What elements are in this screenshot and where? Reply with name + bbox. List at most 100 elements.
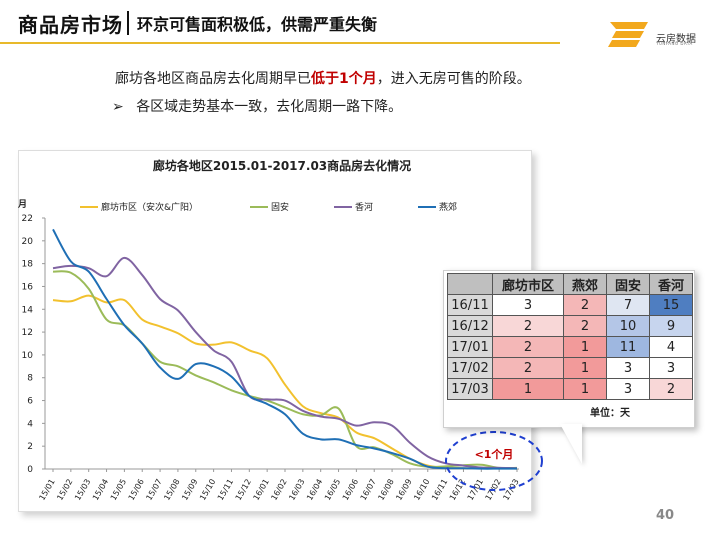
legend-label-2: 香河 (355, 201, 373, 213)
table-cell: 11 (606, 336, 650, 358)
table-cell: 2 (563, 294, 607, 316)
y-tick-label: 2 (27, 442, 33, 452)
legend-label-3: 燕郊 (439, 201, 457, 213)
y-tick-label: 16 (22, 282, 34, 292)
page-title: 商品房市场 (18, 12, 123, 37)
table-cell: 2 (492, 315, 564, 337)
table-row: 17/02 2 1 3 3 (447, 357, 693, 379)
table-cell: 1 (563, 378, 607, 400)
x-tick-label: 16/03 (287, 478, 306, 502)
y-tick-label: 4 (27, 419, 33, 429)
title-underline (0, 42, 560, 44)
x-tick-label: 16/07 (359, 478, 378, 502)
x-tick-label: 15/01 (37, 478, 56, 502)
table-header-cell: 廊坊市区 (492, 273, 564, 295)
table-cell: 3 (606, 378, 650, 400)
x-tick-label: 16/04 (305, 478, 324, 502)
x-tick-label: 15/12 (234, 478, 253, 502)
table-header-cell: 固安 (606, 273, 650, 295)
y-tick-label: 0 (27, 465, 33, 475)
bullet-1-post: ，进入无房可售的阶段。 (376, 71, 531, 87)
x-tick-label: 16/12 (448, 478, 467, 502)
x-tick-label: 15/04 (91, 478, 110, 502)
table-cell: 2 (649, 378, 693, 400)
table-cell: 9 (649, 315, 693, 337)
x-tick-label: 16/05 (323, 478, 342, 502)
table-row-label: 17/01 (447, 336, 493, 358)
bullet-2: ➢ 各区域走势基本一致，去化周期一路下降。 (112, 96, 402, 116)
table-cell: 1 (563, 357, 607, 379)
y-tick-label: 18 (22, 260, 34, 270)
x-tick-label: 16/08 (376, 478, 395, 502)
x-tick-label: 16/11 (430, 478, 449, 502)
table-cell: 3 (492, 294, 564, 316)
table-cell: 1 (492, 378, 564, 400)
table-cell: 2 (492, 336, 564, 358)
callout-pointer (560, 424, 582, 464)
x-tick-label: 15/06 (127, 478, 146, 502)
slide-header: 商品房市场 环京可售面积极低，供需严重失衡 (18, 8, 377, 38)
table-row-label: 16/12 (447, 315, 493, 337)
table-header-row: 廊坊市区 燕郊 固安 香河 (447, 273, 693, 295)
x-tick-label: 15/09 (180, 478, 199, 502)
legend-label-0: 廊坊市区（安次&广阳） (101, 201, 198, 213)
table-cell: 3 (606, 357, 650, 379)
table-cell: 3 (649, 357, 693, 379)
table-header-cell (447, 273, 493, 295)
absorption-table: 廊坊市区 燕郊 固安 香河 16/11 3 2 7 15 16/12 2 2 10 9 17/01 2 1 11 4… (447, 273, 693, 400)
x-tick-label: 16/09 (394, 478, 413, 502)
logo-subtext: YUNFANG DATA (656, 41, 693, 46)
yunfang-logo-icon (608, 22, 648, 47)
x-tick-label: 15/08 (162, 478, 181, 502)
legend-label-1: 固安 (271, 201, 289, 213)
y-tick-label: 12 (22, 328, 33, 338)
x-tick-label: 15/11 (216, 478, 235, 502)
x-tick-label: 16/01 (252, 478, 271, 502)
x-tick-label: 15/02 (55, 478, 74, 502)
chart-title: 廊坊各地区2015.01-2017.03商品房去化情况 (153, 158, 411, 173)
table-header-cell: 燕郊 (563, 273, 607, 295)
y-tick-label: 14 (22, 305, 34, 315)
x-tick-label: 16/02 (269, 478, 288, 502)
table-row: 17/01 2 1 11 4 (447, 336, 693, 358)
table-cell: 2 (492, 357, 564, 379)
y-tick-label: 22 (22, 214, 33, 224)
table-cell: 7 (606, 294, 650, 316)
table-header-cell: 香河 (649, 273, 693, 295)
x-tick-label: 15/05 (109, 478, 128, 502)
page-number: 40 (656, 508, 675, 523)
annotation-label: <1个月 (475, 447, 514, 461)
bullet-1-highlight: 低于1个月 (311, 71, 377, 87)
x-tick-label: 15/07 (144, 478, 163, 502)
bullet-2-text: 各区域走势基本一致，去化周期一路下降。 (136, 99, 403, 115)
table-cell: 15 (649, 294, 693, 316)
bullet-1-pre: 廊坊各地区商品房去化周期早已 (115, 71, 311, 87)
table-cell: 2 (563, 315, 607, 337)
x-tick-label: 16/06 (341, 478, 360, 502)
table-row-label: 16/11 (447, 294, 493, 316)
logo-text: 云房数据 (656, 34, 696, 45)
annotation-ellipse (445, 431, 543, 491)
y-tick-label: 20 (22, 237, 34, 247)
table-row-label: 17/03 (447, 378, 493, 400)
series-line-3 (52, 228, 517, 470)
table-row: 16/11 3 2 7 15 (447, 294, 693, 316)
table-unit: 单位：天 (590, 408, 630, 419)
page-subtitle: 环京可售面积极低，供需严重失衡 (137, 15, 378, 34)
x-tick-label: 15/03 (73, 478, 92, 502)
table-row: 17/03 1 1 3 2 (447, 378, 693, 400)
table-cell: 4 (649, 336, 693, 358)
x-tick-label: 16/10 (412, 478, 431, 502)
bullet-1: 廊坊各地区商品房去化周期早已低于1个月，进入无房可售的阶段。 (115, 68, 531, 88)
table-cell: 1 (563, 336, 607, 358)
table-row-label: 17/02 (447, 357, 493, 379)
bullet-2-marker-icon: ➢ (112, 99, 124, 115)
table-row: 16/12 2 2 10 9 (447, 315, 693, 337)
table-cell: 10 (606, 315, 650, 337)
series-line-2 (52, 256, 518, 470)
y-axis-label: 月 (17, 199, 27, 210)
y-tick-label: 10 (22, 351, 34, 361)
y-tick-label: 6 (27, 397, 33, 407)
title-divider (127, 11, 129, 35)
